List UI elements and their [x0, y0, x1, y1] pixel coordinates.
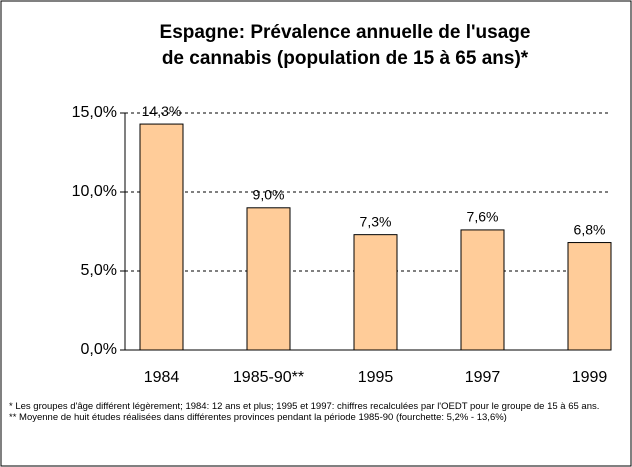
chart-title: Espagne: Prévalence annuelle de l'usage [160, 22, 531, 43]
bar [139, 123, 184, 351]
bar [460, 229, 505, 351]
bar [353, 234, 398, 351]
data-label: 6,8% [574, 221, 606, 237]
footnote: * Les groupes d'âge différent légèrement… [9, 401, 600, 412]
x-tick-label: 1999 [572, 369, 608, 386]
bar [246, 207, 291, 351]
x-tick-label: 1985-90** [233, 369, 304, 386]
footnote: ** Moyenne de huit études réalisées dans… [9, 411, 507, 423]
x-tick-label: 1984 [144, 369, 180, 386]
footnotes: * Les groupes d'âge différent légèrement… [9, 401, 619, 423]
x-tick-label: 1997 [465, 369, 501, 386]
y-tick-label: 10,0% [72, 183, 117, 200]
x-tick-label: 1995 [358, 369, 394, 386]
data-label: 7,6% [467, 209, 499, 225]
data-label: 7,3% [360, 213, 392, 229]
bar [567, 242, 612, 351]
chart-title: de cannabis (population de 15 à 65 ans)* [162, 48, 529, 69]
y-tick-label: 5,0% [81, 262, 117, 279]
y-tick-label: 0,0% [81, 341, 117, 358]
data-label: 9,0% [253, 187, 285, 203]
data-label: 14,3% [142, 103, 182, 119]
y-tick-label: 15,0% [72, 104, 117, 121]
